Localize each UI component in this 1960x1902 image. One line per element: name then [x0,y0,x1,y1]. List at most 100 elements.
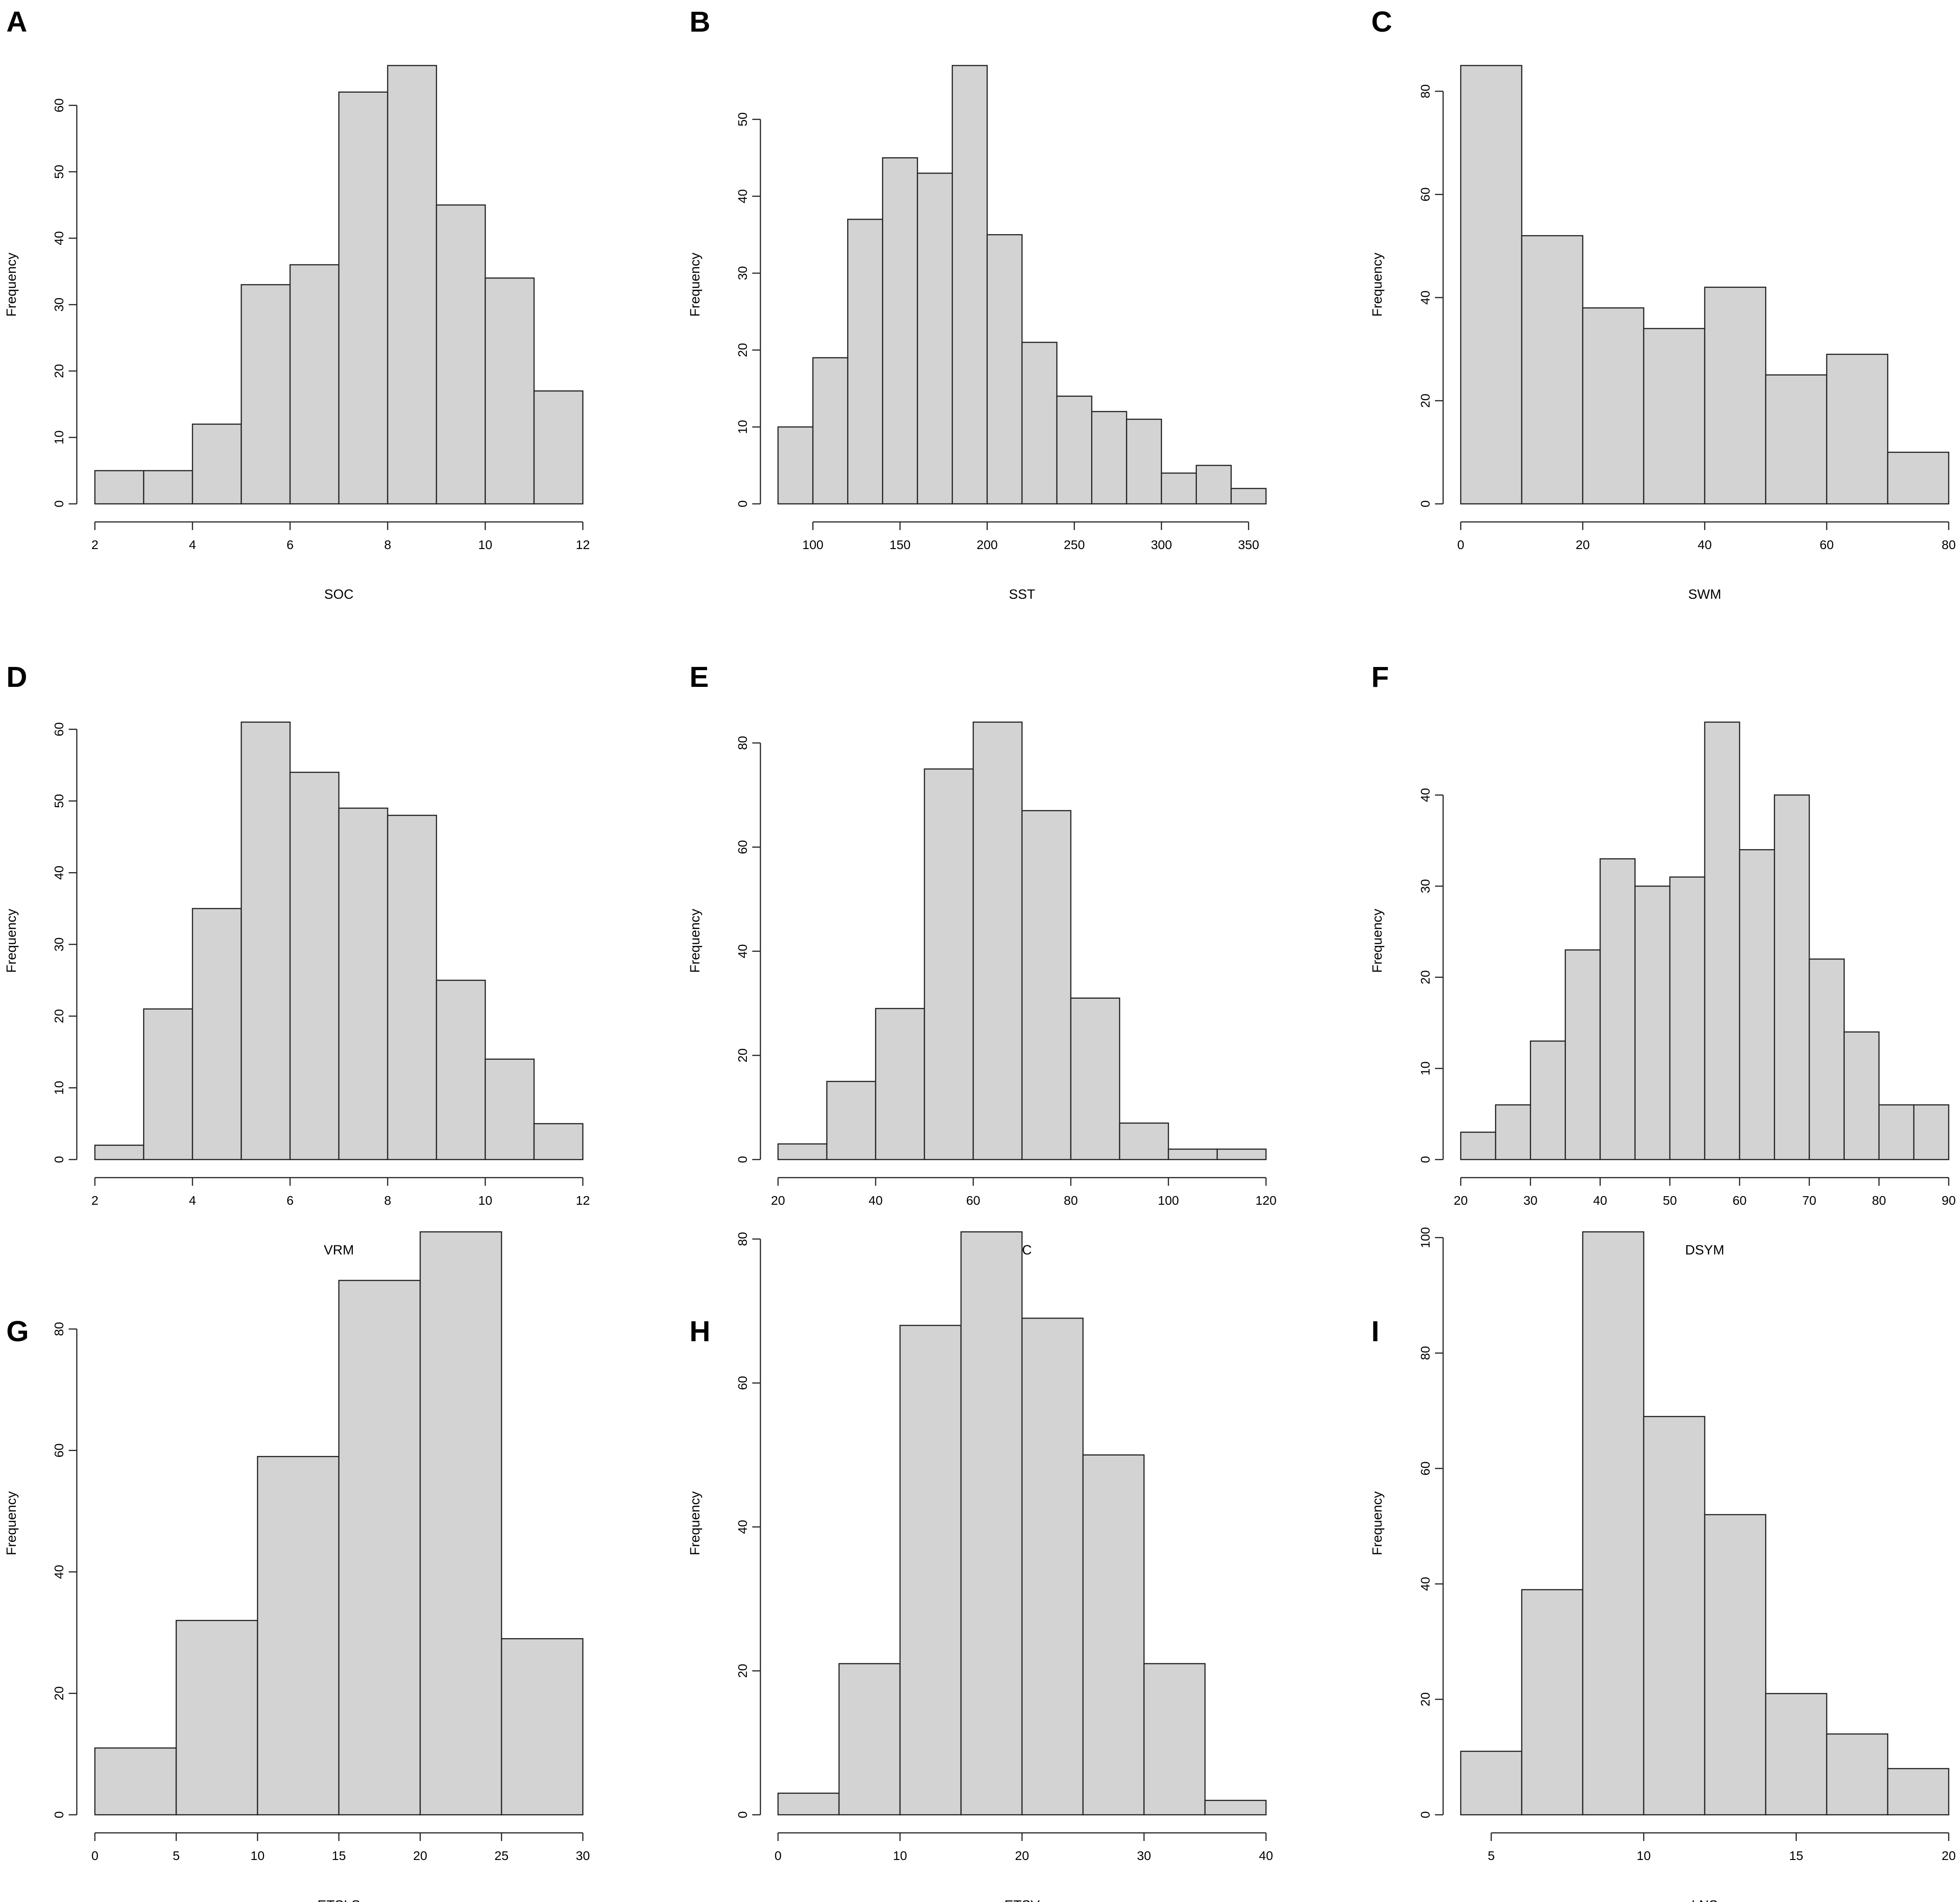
x-tick-label: 8 [384,1193,391,1207]
y-tick-label: 40 [52,231,66,245]
panel-letter: G [6,1315,29,1348]
x-tick-label: 150 [890,538,911,552]
y-axis-title: Frequency [688,253,703,317]
histogram-bar [1582,1231,1645,1816]
y-tick-label: 50 [736,113,750,127]
x-tick-label: 100 [1158,1193,1179,1207]
x-tick-label: 20 [1941,1849,1955,1863]
x-tick-label: 40 [1593,1193,1607,1207]
histogram-bar [240,721,291,1160]
x-axis-title: LNS [1692,1898,1718,1902]
histogram-bar [777,1143,828,1160]
x-tick-label: 15 [332,1849,346,1863]
x-tick-label: 0 [774,1849,782,1863]
x-tick-label: 10 [478,538,492,552]
x-tick-label: 4 [189,538,196,552]
histogram-bar [1809,958,1845,1160]
histogram-bar [1565,949,1601,1160]
histogram-bar [1704,721,1740,1160]
histogram-bar [1765,374,1828,505]
y-tick-label: 20 [52,1009,66,1023]
histogram-bar [1643,1416,1706,1816]
x-axis-title: SOC [324,587,353,602]
y-tick-label: 0 [1418,1156,1432,1163]
y-tick-label: 10 [52,430,66,444]
panel-a: A 0 10 20 30 40 50 60 Frequency 2 4 6 8 10 12 SOC [4,5,590,602]
histogram-bar [1704,1514,1767,1816]
histogram-bar [777,1792,840,1816]
x-tick-label: 5 [173,1849,180,1863]
histogram-bar [1530,1040,1566,1160]
histogram-bar [419,1231,502,1816]
histogram-bar [777,426,814,505]
histogram-bar [1161,472,1197,505]
panel-letter: I [1371,1315,1379,1348]
histogram-bar [952,65,988,505]
y-tick-label: 20 [1418,394,1432,408]
histogram-bar [1774,794,1810,1160]
x-tick-label: 30 [1137,1849,1151,1863]
histogram-bar [289,264,340,505]
histogram-bar [1091,411,1127,505]
y-tick-label: 100 [1418,1227,1432,1248]
histogram-bar [484,1058,535,1160]
histogram-bar [1021,1317,1084,1816]
histogram-bar [1460,65,1523,505]
y-tick-label: 20 [1418,1692,1432,1706]
histogram-bar [94,470,145,505]
histogram-bar [826,1080,877,1160]
panel-h: H 0 20 40 60 80 Frequency 0 10 20 30 40 ETSV [688,1231,1273,1902]
histogram-bar [1460,1132,1496,1160]
histogram-bar [1460,1751,1523,1816]
histogram-bar [875,1008,925,1160]
panel-letter: D [6,661,27,693]
y-tick-label: 40 [52,866,66,880]
x-tick-label: 12 [576,538,590,552]
histogram-bar [1119,1122,1169,1160]
x-tick-label: 0 [1457,538,1464,552]
y-tick-label: 20 [736,1048,750,1062]
x-tick-label: 12 [576,1193,590,1207]
y-tick-label: 20 [1418,970,1432,984]
x-tick-label: 60 [966,1193,980,1207]
y-tick-label: 80 [52,1322,66,1336]
histogram-bar [1021,810,1072,1160]
y-tick-label: 0 [52,1156,66,1163]
histogram-bar [338,91,389,505]
histogram-bar [960,1231,1023,1816]
histogram-bar [917,172,953,505]
x-axis-title: VRM [324,1243,354,1258]
histogram-bar [175,1620,258,1816]
panel-letter: H [689,1315,710,1348]
histogram-bar [1126,418,1162,505]
histogram-bar [533,1123,584,1160]
histogram-bar [972,721,1023,1160]
histogram-bar [1643,328,1706,505]
histogram-bar [338,808,389,1160]
histogram-bar [501,1638,584,1816]
y-tick-label: 20 [736,343,750,357]
histogram-bar [1230,488,1267,505]
histogram-bar [436,204,486,505]
y-tick-label: 0 [1418,1811,1432,1818]
histogram-bar [436,980,486,1160]
x-tick-label: 250 [1064,538,1085,552]
panel-letter: F [1371,661,1389,693]
x-tick-label: 6 [286,538,294,552]
y-tick-label: 20 [52,1686,66,1700]
histogram-bar [484,277,535,505]
y-tick-label: 60 [52,722,66,736]
histogram-bar [1082,1454,1145,1816]
histogram-bar [1704,286,1767,505]
histogram-bar [1843,1031,1880,1160]
histogram-bar [1887,1768,1950,1816]
x-tick-label: 10 [893,1849,907,1863]
y-tick-label: 0 [736,1156,750,1163]
x-tick-label: 20 [771,1193,785,1207]
histogram-bar [1739,849,1775,1160]
x-tick-label: 50 [1663,1193,1677,1207]
histogram-bar [1878,1104,1915,1160]
histogram-bar [1634,885,1671,1160]
y-tick-label: 60 [52,99,66,113]
y-tick-label: 40 [1418,788,1432,802]
